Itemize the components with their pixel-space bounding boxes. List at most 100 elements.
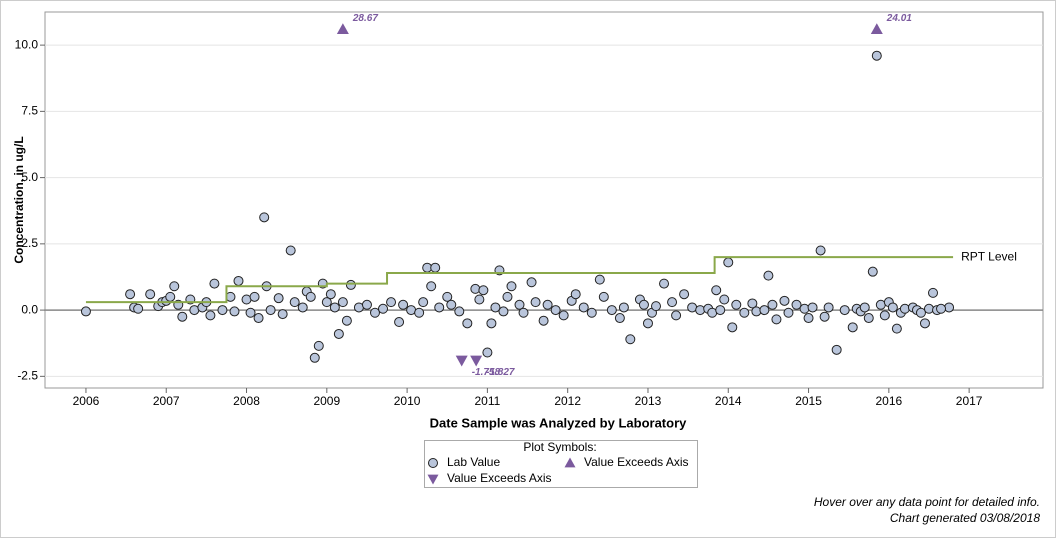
data-point <box>815 245 826 256</box>
data-point <box>345 279 356 290</box>
data-point <box>739 307 750 318</box>
data-point <box>506 281 517 292</box>
data-point <box>759 305 770 316</box>
data-point <box>771 314 782 325</box>
data-point <box>719 294 730 305</box>
y-tick-label: 2.5 <box>21 236 38 250</box>
data-point <box>245 307 256 318</box>
x-tick-label: 2006 <box>73 394 100 408</box>
data-point <box>329 302 340 313</box>
data-point <box>799 303 810 314</box>
data-point <box>442 291 453 302</box>
data-point <box>398 299 409 310</box>
data-point <box>870 23 883 35</box>
data-point <box>807 302 818 313</box>
data-point <box>277 309 288 320</box>
data-point <box>217 305 228 316</box>
x-axis-label: Date Sample was Analyzed by Laboratory <box>430 415 687 430</box>
data-point <box>249 291 260 302</box>
x-tick-label: 2007 <box>153 394 180 408</box>
legend-label: Value Exceeds Axis <box>584 455 689 469</box>
data-point <box>711 285 722 296</box>
legend-marker <box>428 458 438 468</box>
data-point <box>715 305 726 316</box>
data-point <box>369 307 380 318</box>
data-point <box>819 311 830 322</box>
data-point <box>259 212 270 223</box>
data-point <box>731 299 742 310</box>
y-axis-label: Concentration, in ug/L <box>12 136 26 263</box>
legend-title: Plot Symbols: <box>523 440 596 454</box>
data-point <box>618 302 629 313</box>
data-point <box>887 302 898 313</box>
data-point <box>915 307 926 318</box>
data-point <box>498 306 509 317</box>
data-point <box>606 305 617 316</box>
y-tick-label: 10.0 <box>15 37 39 51</box>
data-point <box>779 295 790 306</box>
data-point <box>169 281 180 292</box>
data-point <box>455 355 468 367</box>
data-point <box>321 297 332 308</box>
data-point <box>538 315 549 326</box>
data-point <box>418 297 429 308</box>
data-point <box>923 303 934 314</box>
data-point <box>651 301 662 312</box>
data-point <box>386 297 397 308</box>
data-point <box>394 317 405 328</box>
data-point <box>474 294 485 305</box>
data-point <box>526 277 537 288</box>
data-point <box>723 257 734 268</box>
data-point <box>289 297 300 308</box>
data-point <box>859 302 870 313</box>
data-point <box>839 305 850 316</box>
x-tick-label: 2014 <box>715 394 742 408</box>
data-point <box>229 306 240 317</box>
data-point <box>177 311 188 322</box>
data-point <box>594 274 605 285</box>
data-point <box>233 275 244 286</box>
x-tick-label: 2010 <box>394 394 421 408</box>
legend-marker <box>564 457 576 468</box>
data-point <box>470 355 483 367</box>
data-point <box>667 297 678 308</box>
data-point <box>928 287 939 298</box>
data-point <box>414 307 425 318</box>
x-tick-label: 2013 <box>635 394 662 408</box>
data-point <box>936 303 947 314</box>
data-point <box>454 306 465 317</box>
data-point <box>747 298 758 309</box>
data-point <box>863 313 874 324</box>
data-point <box>446 299 457 310</box>
data-point <box>133 303 144 314</box>
data-point <box>273 293 284 304</box>
data-point <box>642 318 653 329</box>
data-point <box>309 352 320 363</box>
data-point <box>679 289 690 300</box>
data-point <box>614 313 625 324</box>
data-point <box>336 23 349 35</box>
data-point <box>205 310 216 321</box>
data-point <box>530 297 541 308</box>
data-point <box>337 297 348 308</box>
y-tick-label: 5.0 <box>21 170 38 184</box>
step-line <box>85 256 954 304</box>
point-label: 28.67 <box>352 13 378 24</box>
data-point <box>80 306 91 317</box>
data-point <box>695 305 706 316</box>
data-point <box>847 322 858 333</box>
data-point <box>550 305 561 316</box>
data-point <box>879 310 890 321</box>
x-tick-label: 2011 <box>474 394 500 408</box>
y-tick-label: 7.5 <box>21 104 38 118</box>
data-point <box>490 302 501 313</box>
data-point <box>803 313 814 324</box>
data-point <box>502 291 513 302</box>
data-point <box>783 307 794 318</box>
data-point <box>570 289 581 300</box>
data-point <box>791 299 802 310</box>
x-tick-label: 2008 <box>233 394 260 408</box>
data-point <box>625 334 636 345</box>
data-point <box>558 310 569 321</box>
data-point <box>341 315 352 326</box>
